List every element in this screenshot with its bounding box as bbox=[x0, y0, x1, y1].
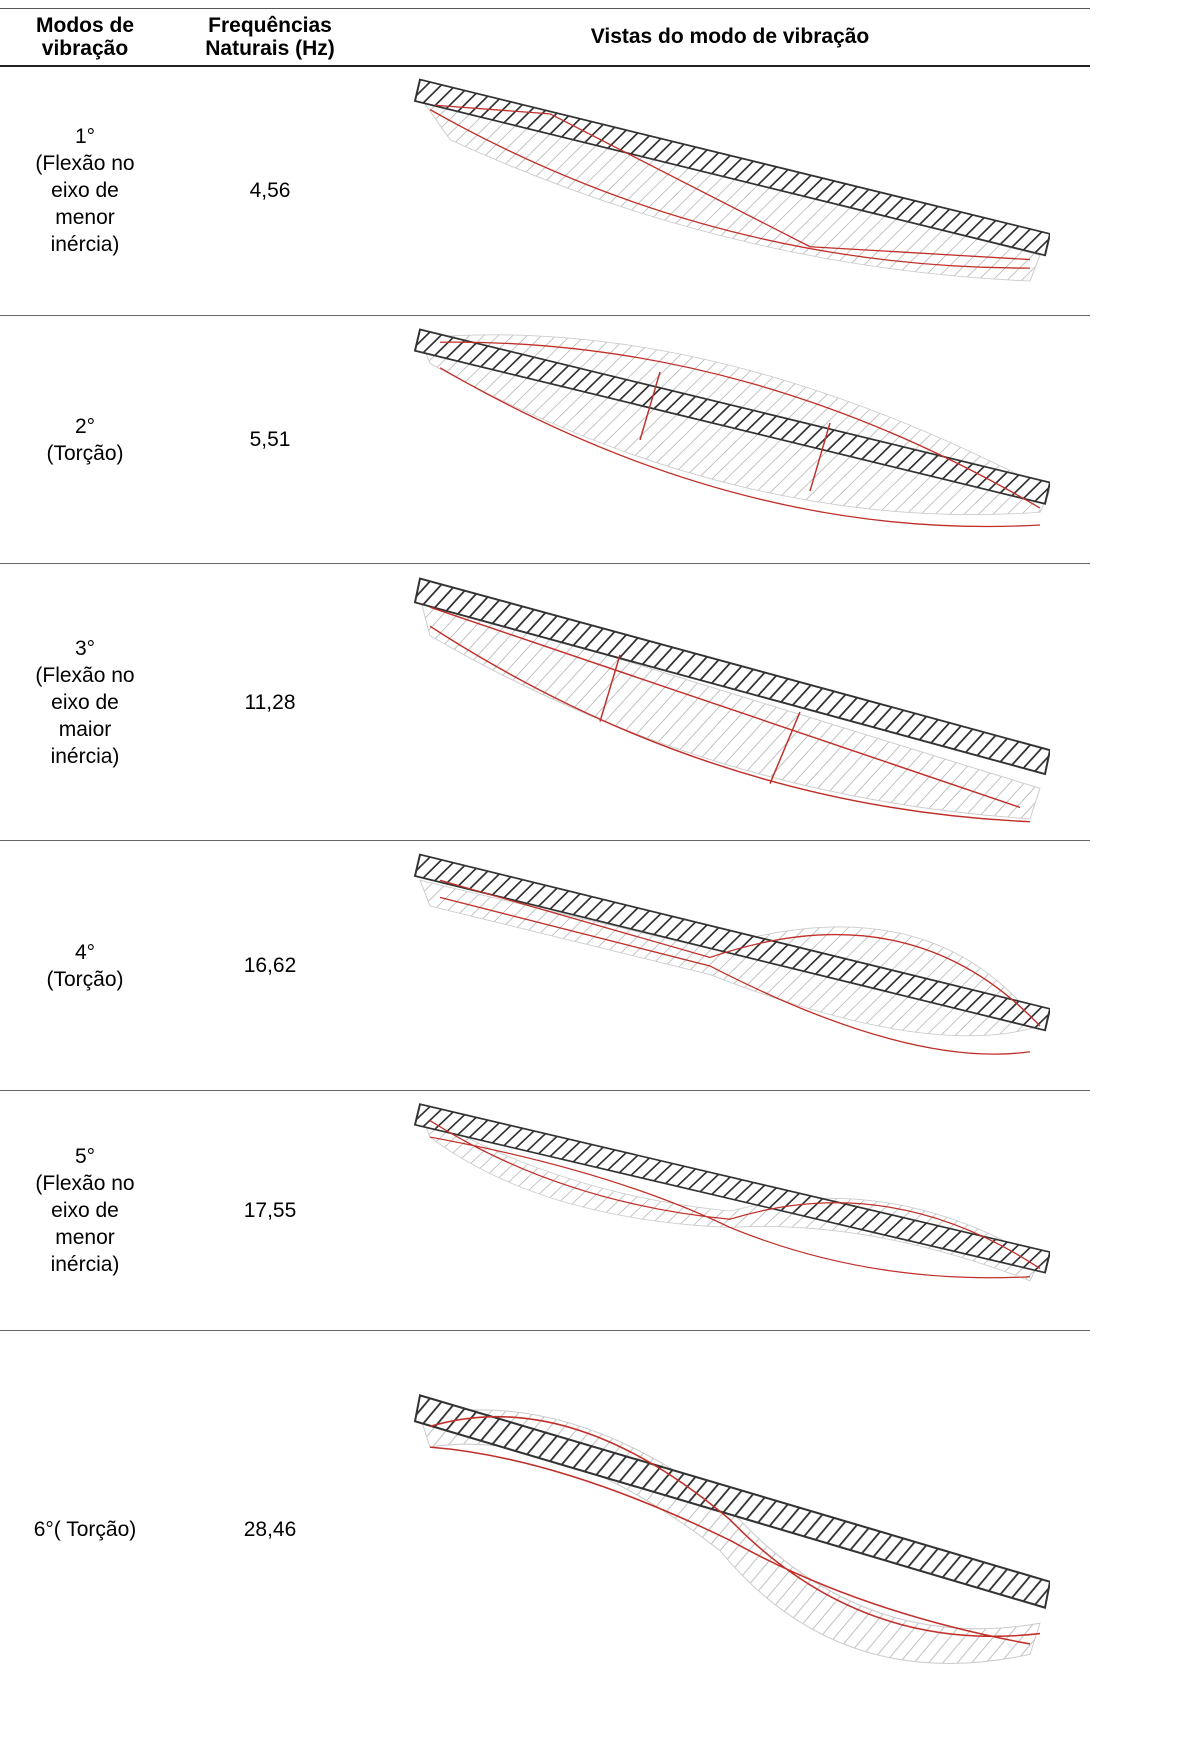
mode-view-cell bbox=[370, 66, 1090, 316]
mode-cell: 3° (Flexão no eixo de maior inércia) bbox=[35, 636, 135, 768]
mode-cell: 5° (Flexão no eixo de menor inércia) bbox=[35, 1145, 135, 1276]
frequency-cell: 16,62 bbox=[243, 954, 297, 977]
mode-curve bbox=[429, 104, 1031, 269]
bridge-deck bbox=[413, 852, 1050, 1031]
modes-table: Modos de vibração Frequências Naturais (… bbox=[0, 8, 1090, 1729]
mode-shape-image bbox=[413, 1393, 1050, 1664]
table-body: 1° (Flexão no eixo de menor inércia) 4,56… bbox=[0, 66, 1090, 1729]
mode-curve bbox=[439, 879, 1041, 1055]
mode-curve bbox=[439, 341, 1041, 527]
table-row: 6°( Torção) 28,46 bbox=[0, 1331, 1090, 1729]
header-cell: Modos de vibração bbox=[36, 13, 134, 60]
mode-curve bbox=[429, 1119, 1041, 1278]
frequency-cell: 11,28 bbox=[244, 690, 296, 714]
bridge-deck bbox=[413, 78, 1050, 257]
deformed-deck bbox=[419, 1409, 1041, 1664]
mode-curve bbox=[429, 605, 1031, 822]
mode-view-cell bbox=[370, 1091, 1090, 1331]
bridge-deck bbox=[413, 1393, 1050, 1609]
frequency-cell: 5,51 bbox=[249, 428, 291, 451]
mode-cell: 1° (Flexão no eixo de menor inércia) bbox=[35, 125, 135, 257]
bridge-deck bbox=[413, 1102, 1050, 1274]
table-row: 4° (Torção) 16,62 bbox=[0, 841, 1090, 1091]
table-row: 1° (Flexão no eixo de menor inércia) 4,56 bbox=[0, 66, 1090, 316]
mode-view-cell bbox=[370, 1331, 1090, 1729]
mode-view-cell bbox=[370, 316, 1090, 564]
frequency-cell: 28,46 bbox=[243, 1518, 297, 1542]
mode-shape-image bbox=[413, 327, 1050, 527]
mode-shape-image bbox=[413, 576, 1050, 822]
mode-cell: 4° (Torção) bbox=[46, 940, 124, 991]
mode-curve bbox=[429, 1415, 1041, 1645]
deformed-deck bbox=[418, 95, 1041, 282]
frequency-cell: 17,55 bbox=[243, 1199, 297, 1222]
table-row: 5° (Flexão no eixo de menor inércia) 17,5… bbox=[0, 1091, 1090, 1331]
bridge-deck bbox=[413, 327, 1050, 505]
header-cell: Vistas do modo de vibração bbox=[590, 25, 870, 49]
table-row: 2° (Torção) 5,51 bbox=[0, 316, 1090, 564]
mode-cell: 2° (Torção) bbox=[46, 414, 124, 465]
mode-cell: 6°( Torção) bbox=[33, 1518, 137, 1542]
mode-view-cell bbox=[370, 841, 1090, 1091]
table-row: 3° (Flexão no eixo de maior inércia) 11,2… bbox=[0, 564, 1090, 841]
frequency-cell: 4,56 bbox=[249, 179, 291, 203]
mode-shape-image bbox=[413, 852, 1050, 1055]
bridge-deck bbox=[413, 576, 1050, 775]
header-cell: Frequências Naturais (Hz) bbox=[205, 13, 335, 60]
mode-shape-image bbox=[413, 78, 1050, 282]
header-row: Modos de vibração Frequências Naturais (… bbox=[0, 8, 1090, 66]
mode-view-cell bbox=[370, 564, 1090, 841]
mode-shape-image bbox=[413, 1102, 1050, 1281]
